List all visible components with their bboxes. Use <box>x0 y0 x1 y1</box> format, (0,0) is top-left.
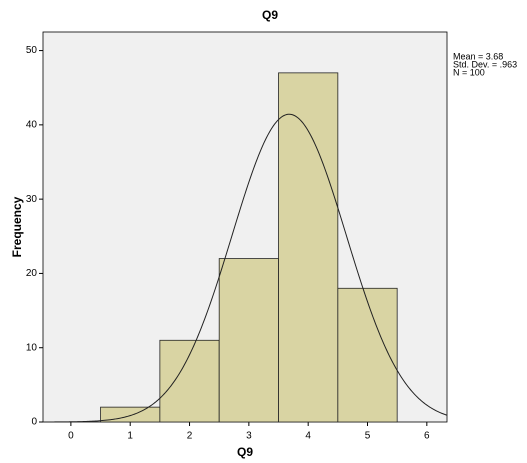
y-tick-label: 40 <box>26 119 38 130</box>
y-tick-label: 50 <box>26 45 38 56</box>
x-tick-label: 3 <box>246 431 252 442</box>
x-tick-label: 5 <box>365 431 371 442</box>
bar <box>337 287 398 423</box>
x-tick-label: 4 <box>305 431 311 442</box>
y-tick-label: 30 <box>26 194 38 205</box>
bar <box>218 258 279 423</box>
x-tick-label: 0 <box>68 431 74 442</box>
x-axis-label: Q9 <box>237 445 253 459</box>
x-tick-label: 2 <box>187 431 193 442</box>
y-tick-label: 0 <box>31 417 37 428</box>
x-tick-label: 1 <box>127 431 133 442</box>
y-tick-label: 10 <box>26 342 38 353</box>
bar <box>278 72 339 423</box>
stat-label: Mean = 3.68 <box>453 51 503 61</box>
normal-curve <box>43 113 448 423</box>
bar <box>159 339 220 423</box>
stat-label: N = 100 <box>453 67 485 77</box>
chart-title: Q9 <box>262 8 278 22</box>
x-tick-label: 6 <box>424 431 430 442</box>
stat-label: Std. Dev. = .963 <box>453 59 517 69</box>
y-tick-label: 20 <box>26 268 38 279</box>
y-axis-label: Frequency <box>10 196 24 257</box>
